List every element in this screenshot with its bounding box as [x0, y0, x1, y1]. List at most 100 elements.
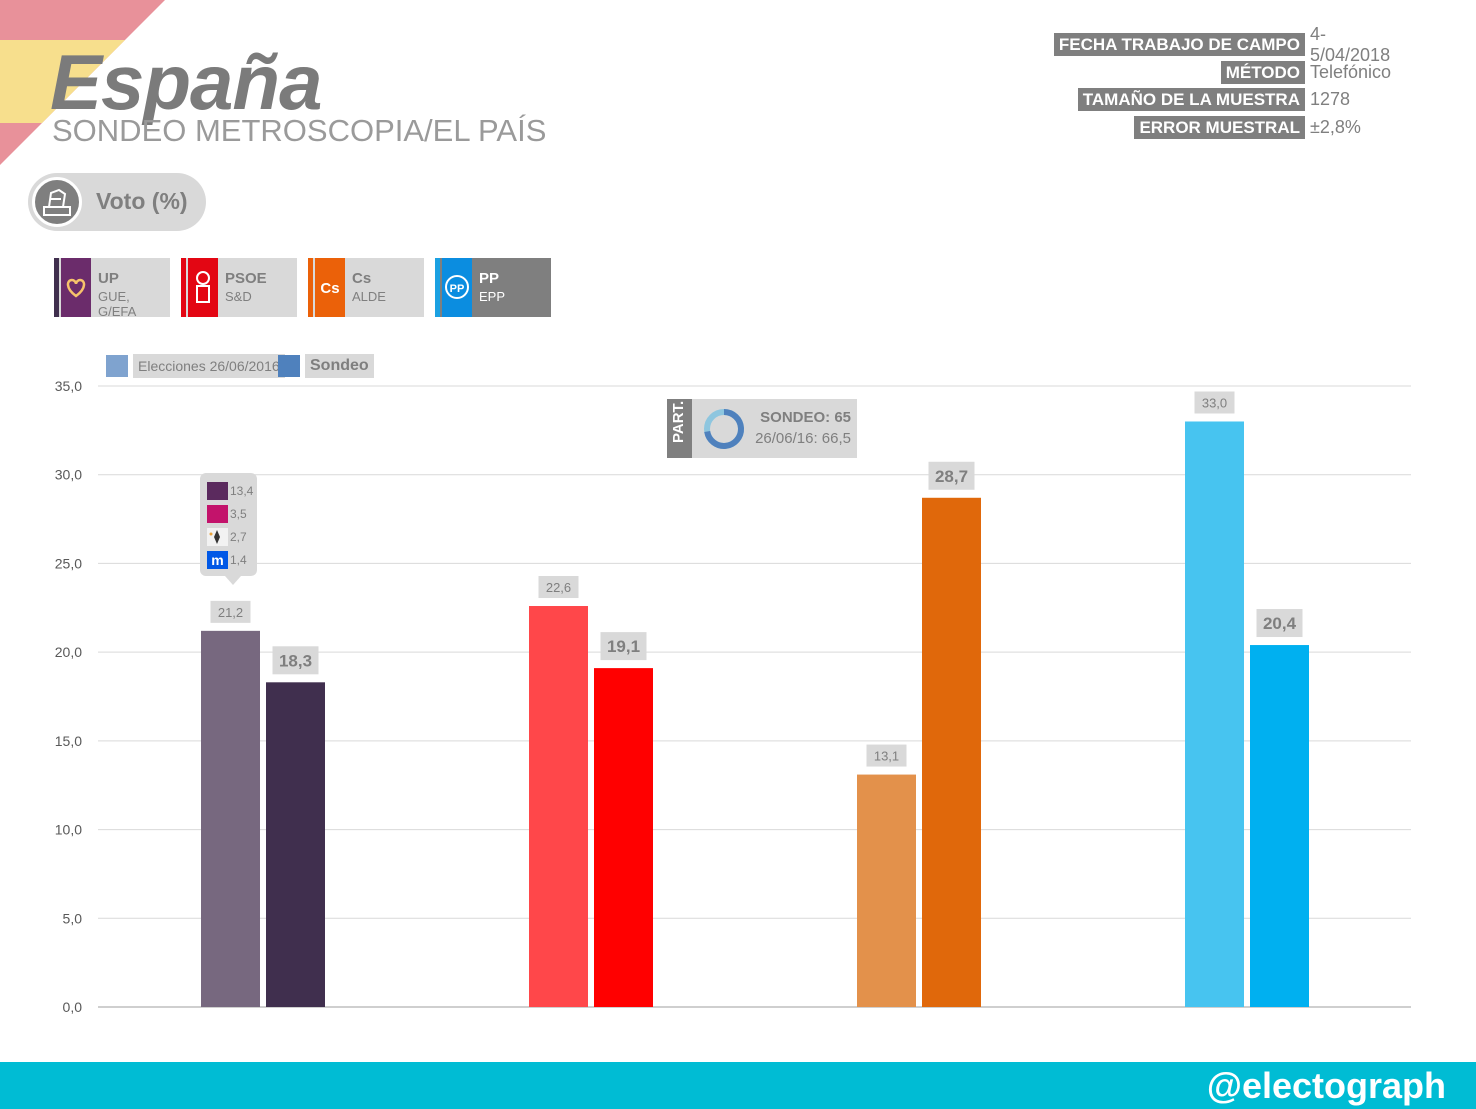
y-tick-label: 5,0: [63, 910, 83, 926]
data-label: 19,1: [607, 637, 640, 656]
data-label: 20,4: [1263, 614, 1297, 633]
legend-sondeo: Sondeo: [278, 354, 374, 378]
psoe-rose-icon: [188, 258, 218, 317]
meta-value: 4-5/04/2018: [1310, 23, 1391, 65]
data-label: 22,6: [546, 580, 571, 595]
survey-meta: FECHA TRABAJO DE CAMPO 4-5/04/2018 MÉTOD…: [1053, 24, 1400, 142]
participation-donut-icon: [704, 409, 745, 449]
meta-value: Telefónico: [1310, 61, 1392, 82]
en-comu-icon: [207, 505, 228, 523]
up-breakdown-tooltip: 13,4 3,5 2,7 m 1,4: [200, 473, 257, 585]
voto-label: Voto (%): [96, 188, 188, 214]
y-tick-label: 0,0: [63, 999, 83, 1015]
y-tick-label: 15,0: [55, 733, 82, 749]
up-heart-icon: [61, 258, 91, 317]
y-tick-label: 10,0: [55, 822, 82, 838]
bar-pp-sondeo: [1250, 645, 1309, 1007]
page-title: España: [50, 38, 322, 126]
participation-sondeo: SONDEO: 65: [760, 409, 851, 426]
cs-logo-icon: Cs: [315, 258, 345, 317]
party-name: Cs: [352, 270, 372, 287]
compromis-icon: [207, 528, 228, 546]
data-label: 13,1: [874, 749, 899, 764]
bar-psoe-sondeo: [594, 668, 653, 1007]
data-label-box: [1256, 609, 1303, 638]
bar-cs-elecciones: [857, 774, 916, 1007]
footer-bar: @electograph: [0, 1062, 1476, 1109]
legend-elecciones: Elecciones 26/06/2016: [106, 354, 285, 378]
y-tick-label: 25,0: [55, 555, 82, 571]
data-label-box: [1194, 391, 1235, 414]
meta-row-muestra: TAMAÑO DE LA MUESTRA 1278: [1054, 86, 1400, 114]
participation-box: PART. SONDEO: 65 26/06/16: 66,5: [667, 399, 857, 458]
y-tick-label: 20,0: [55, 644, 82, 660]
legend-label: Sondeo: [305, 354, 374, 378]
party-color-bar: [308, 258, 313, 317]
tooltip-value: 13,4: [230, 484, 254, 498]
tooltip-row: 3,5: [207, 504, 247, 524]
participation-tag-label: PART.: [670, 400, 687, 443]
bar-up-sondeo: [266, 682, 325, 1007]
y-tick-label: 30,0: [55, 467, 82, 483]
tooltip-row: 13,4: [207, 481, 253, 501]
party-chip-psoe: PSOE S&D: [181, 258, 297, 317]
party-name: UP: [98, 270, 119, 287]
podemos-icon: [207, 482, 228, 500]
bar-pp-elecciones: [1185, 421, 1244, 1007]
page-subtitle: SONDEO METROSCOPIA/EL PAÍS: [52, 113, 547, 148]
meta-row-metodo: MÉTODO Telefónico: [1054, 59, 1400, 87]
meta-value: 1278: [1310, 89, 1351, 110]
party-chip-pp: PP PP EPP: [435, 258, 551, 317]
participation-tag: PART.: [667, 399, 692, 458]
party-color-bar: [181, 258, 186, 317]
meta-key: FECHA TRABAJO DE CAMPO: [1053, 33, 1305, 57]
en-marea-icon: m: [207, 551, 228, 569]
pp-logo-text: PP: [450, 283, 465, 295]
legend-swatch: [106, 355, 128, 377]
tooltip-value: 2,7: [230, 530, 247, 544]
tooltip-row: m 1,4: [207, 550, 247, 570]
data-label: 18,3: [279, 651, 312, 670]
legend-label: Elecciones 26/06/2016: [133, 354, 285, 378]
data-label: 33,0: [1202, 395, 1227, 410]
meta-row-fecha: FECHA TRABAJO DE CAMPO 4-5/04/2018: [1053, 24, 1400, 65]
meta-key: TAMAÑO DE LA MUESTRA: [1077, 88, 1305, 112]
party-group: EPP: [479, 289, 506, 304]
data-label-box: [928, 461, 975, 490]
data-label-box: [866, 744, 907, 767]
data-label-box: [210, 600, 251, 623]
cs-logo-text: Cs: [320, 280, 339, 297]
bar-up-elecciones: [201, 630, 260, 1007]
party-name: PSOE: [225, 270, 267, 287]
pp-logo-icon: PP: [442, 258, 472, 317]
data-label-box: [600, 632, 647, 661]
tooltip-value: 1,4: [230, 553, 247, 567]
voto-badge: Voto (%): [28, 173, 206, 231]
svg-text:m: m: [211, 552, 223, 568]
party-group: GUE, G/EFA: [98, 289, 137, 319]
meta-key: ERROR MUESTRAL: [1134, 115, 1305, 139]
party-group: ALDE: [352, 289, 386, 304]
tooltip-row: 2,7: [207, 527, 247, 547]
party-color-bar: [54, 258, 59, 317]
party-color-bar: [435, 258, 440, 317]
meta-key: MÉTODO: [1220, 60, 1305, 84]
party-name: PP: [479, 270, 500, 287]
meta-row-error: ERROR MUESTRAL ±2,8%: [1054, 114, 1400, 142]
spain-flag-corner: [0, 0, 165, 165]
party-chip-cs: Cs Cs ALDE: [308, 258, 424, 317]
y-tick-label: 35,0: [55, 378, 82, 394]
data-label: 28,7: [935, 467, 968, 486]
participation-elecciones: 26/06/16: 66,5: [755, 430, 851, 447]
party-group: S&D: [225, 289, 252, 304]
legend-swatch: [278, 355, 300, 377]
footer-handle: @electograph: [1206, 1065, 1446, 1106]
bar-psoe-elecciones: [529, 606, 588, 1007]
bar-cs-sondeo: [922, 497, 981, 1007]
data-label: 21,2: [218, 605, 243, 620]
tooltip-value: 3,5: [230, 507, 247, 521]
data-label-box: [538, 576, 579, 599]
party-chip-up: UP GUE, G/EFA: [54, 258, 170, 319]
data-label-box: [272, 646, 319, 675]
